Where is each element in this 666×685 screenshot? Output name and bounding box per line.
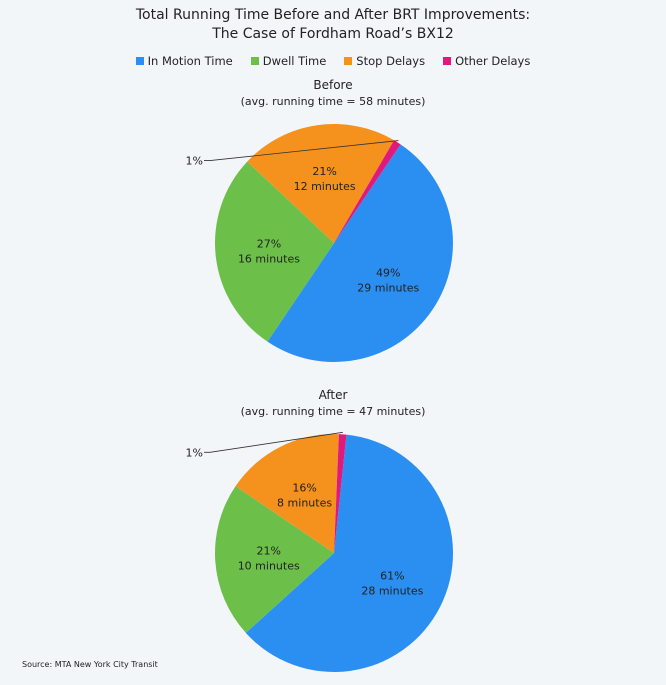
before-pie-subtitle: (avg. running time = 58 minutes) xyxy=(240,95,426,108)
after-pie-subtitle: (avg. running time = 47 minutes) xyxy=(240,405,426,418)
after-label-minutes-in-motion-time: 28 minutes xyxy=(361,585,423,598)
before-slice-other-delays xyxy=(334,140,401,243)
after-label-pct-other-delays: 1% xyxy=(186,446,203,459)
legend-label-stop-delays: Stop Delays xyxy=(356,54,426,68)
after-leader-other-delays xyxy=(204,431,343,453)
before-slice-dwell-time xyxy=(215,161,334,342)
before-pie-title: Before xyxy=(313,78,353,92)
after-pie-title: After xyxy=(318,388,348,402)
legend-item-stop-delays: Stop Delays xyxy=(344,54,425,68)
legend-item-other-delays: Other Delays xyxy=(443,54,530,68)
source-note: Source: MTA New York City Transit xyxy=(22,660,158,669)
after-label-minutes-dwell-time: 10 minutes xyxy=(238,560,300,573)
before-slice-in-motion-time xyxy=(267,144,453,362)
before-label-pct-dwell-time: 27% xyxy=(257,237,281,250)
legend-label-in-motion: In Motion Time xyxy=(147,54,233,68)
before-label-minutes-stop-delays: 12 minutes xyxy=(294,180,356,193)
legend-label-other-delays: Other Delays xyxy=(455,54,531,68)
legend: In Motion Time Dwell Time Stop Delays Ot… xyxy=(0,54,666,68)
before-label-minutes-dwell-time: 16 minutes xyxy=(238,252,300,265)
before-label-pct-stop-delays: 21% xyxy=(312,165,336,178)
legend-swatch-other-delays xyxy=(443,57,452,65)
after-slice-dwell-time xyxy=(214,486,334,633)
legend-item-in-motion: In Motion Time xyxy=(135,54,233,68)
before-label-pct-in-motion-time: 49% xyxy=(376,267,400,280)
legend-swatch-stop-delays xyxy=(344,57,353,65)
before-slice-stop-delays xyxy=(247,123,395,243)
after-slice-in-motion-time xyxy=(245,434,453,673)
legend-swatch-dwell xyxy=(250,57,259,65)
after-label-pct-dwell-time: 21% xyxy=(256,545,280,558)
before-leader-other-delays xyxy=(204,140,399,161)
legend-label-dwell: Dwell Time xyxy=(262,54,327,68)
legend-swatch-in-motion xyxy=(135,57,144,65)
before-label-minutes-in-motion-time: 29 minutes xyxy=(357,282,419,295)
after-label-pct-in-motion-time: 61% xyxy=(380,570,404,583)
after-label-pct-stop-delays: 16% xyxy=(292,482,316,495)
chart-title-line2: The Case of Fordham Road’s BX12 xyxy=(212,26,454,42)
legend-item-dwell: Dwell Time xyxy=(250,54,327,68)
after-slice-other-delays xyxy=(334,434,347,553)
after-slice-stop-delays xyxy=(235,434,339,553)
before-label-pct-other-delays: 1% xyxy=(186,155,203,168)
after-label-minutes-stop-delays: 8 minutes xyxy=(277,497,332,510)
chart-title-line1: Total Running Time Before and After BRT … xyxy=(135,7,531,23)
